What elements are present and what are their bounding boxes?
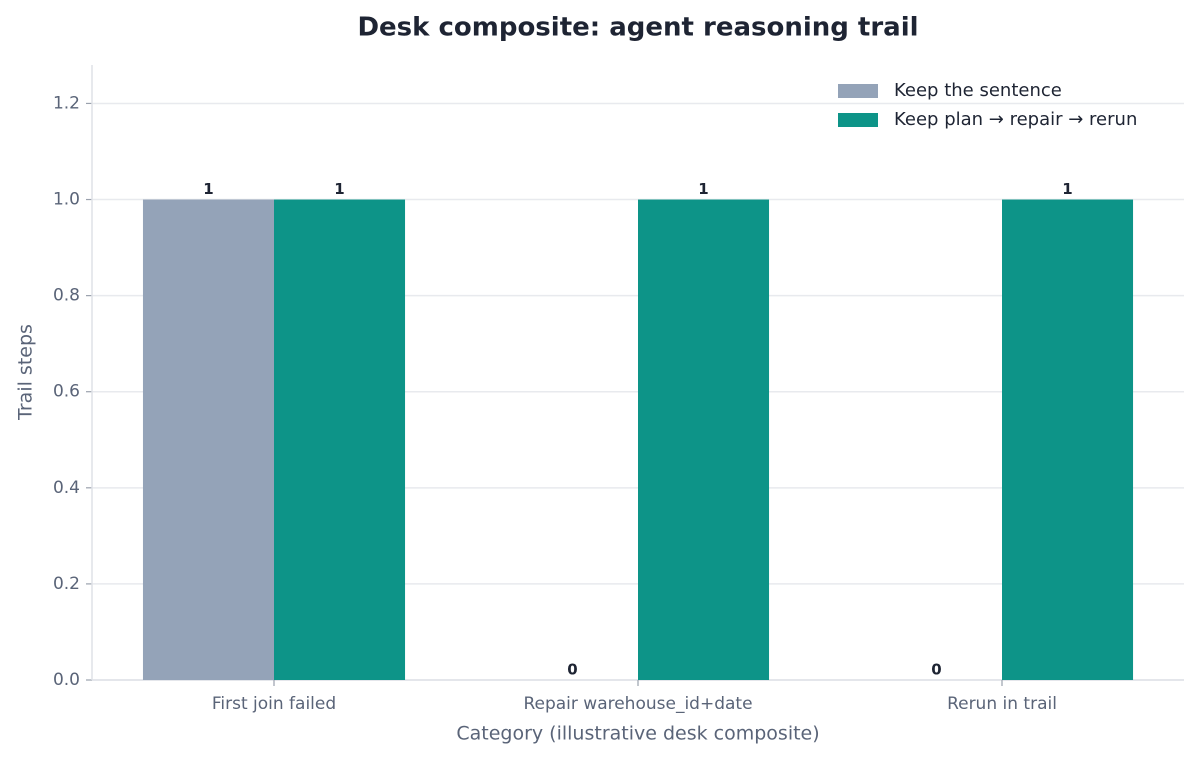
data-label: 0: [567, 661, 577, 679]
x-tick-label: Rerun in trail: [947, 694, 1057, 714]
y-axis-label: Trail steps: [15, 324, 37, 421]
legend-label: Keep the sentence: [894, 80, 1062, 101]
bar: [274, 199, 406, 680]
x-tick-label: Repair warehouse_id+date: [523, 694, 752, 714]
data-label: 0: [931, 661, 941, 679]
y-tick-label: 1.2: [53, 93, 80, 113]
data-label: 1: [1062, 180, 1072, 198]
legend-swatch: [838, 113, 878, 127]
bar: [1002, 199, 1134, 680]
data-label: 1: [698, 180, 708, 198]
x-axis-label: Category (illustrative desk composite): [456, 723, 819, 745]
data-label: 1: [203, 180, 213, 198]
chart-title: Desk composite: agent reasoning trail: [357, 13, 918, 43]
y-tick-label: 0.4: [53, 478, 80, 498]
bar: [142, 199, 274, 680]
legend-label: Keep plan → repair → rerun: [894, 109, 1137, 130]
bar: [638, 199, 770, 680]
y-tick-label: 0.2: [53, 574, 80, 594]
y-tick-label: 0.6: [53, 382, 80, 402]
y-tick-label: 1.0: [53, 190, 80, 210]
y-tick-label: 0.8: [53, 286, 80, 306]
legend-swatch: [838, 84, 878, 98]
x-tick-label: First join failed: [212, 694, 336, 714]
y-tick-label: 0.0: [53, 670, 80, 690]
data-label: 1: [334, 180, 344, 198]
